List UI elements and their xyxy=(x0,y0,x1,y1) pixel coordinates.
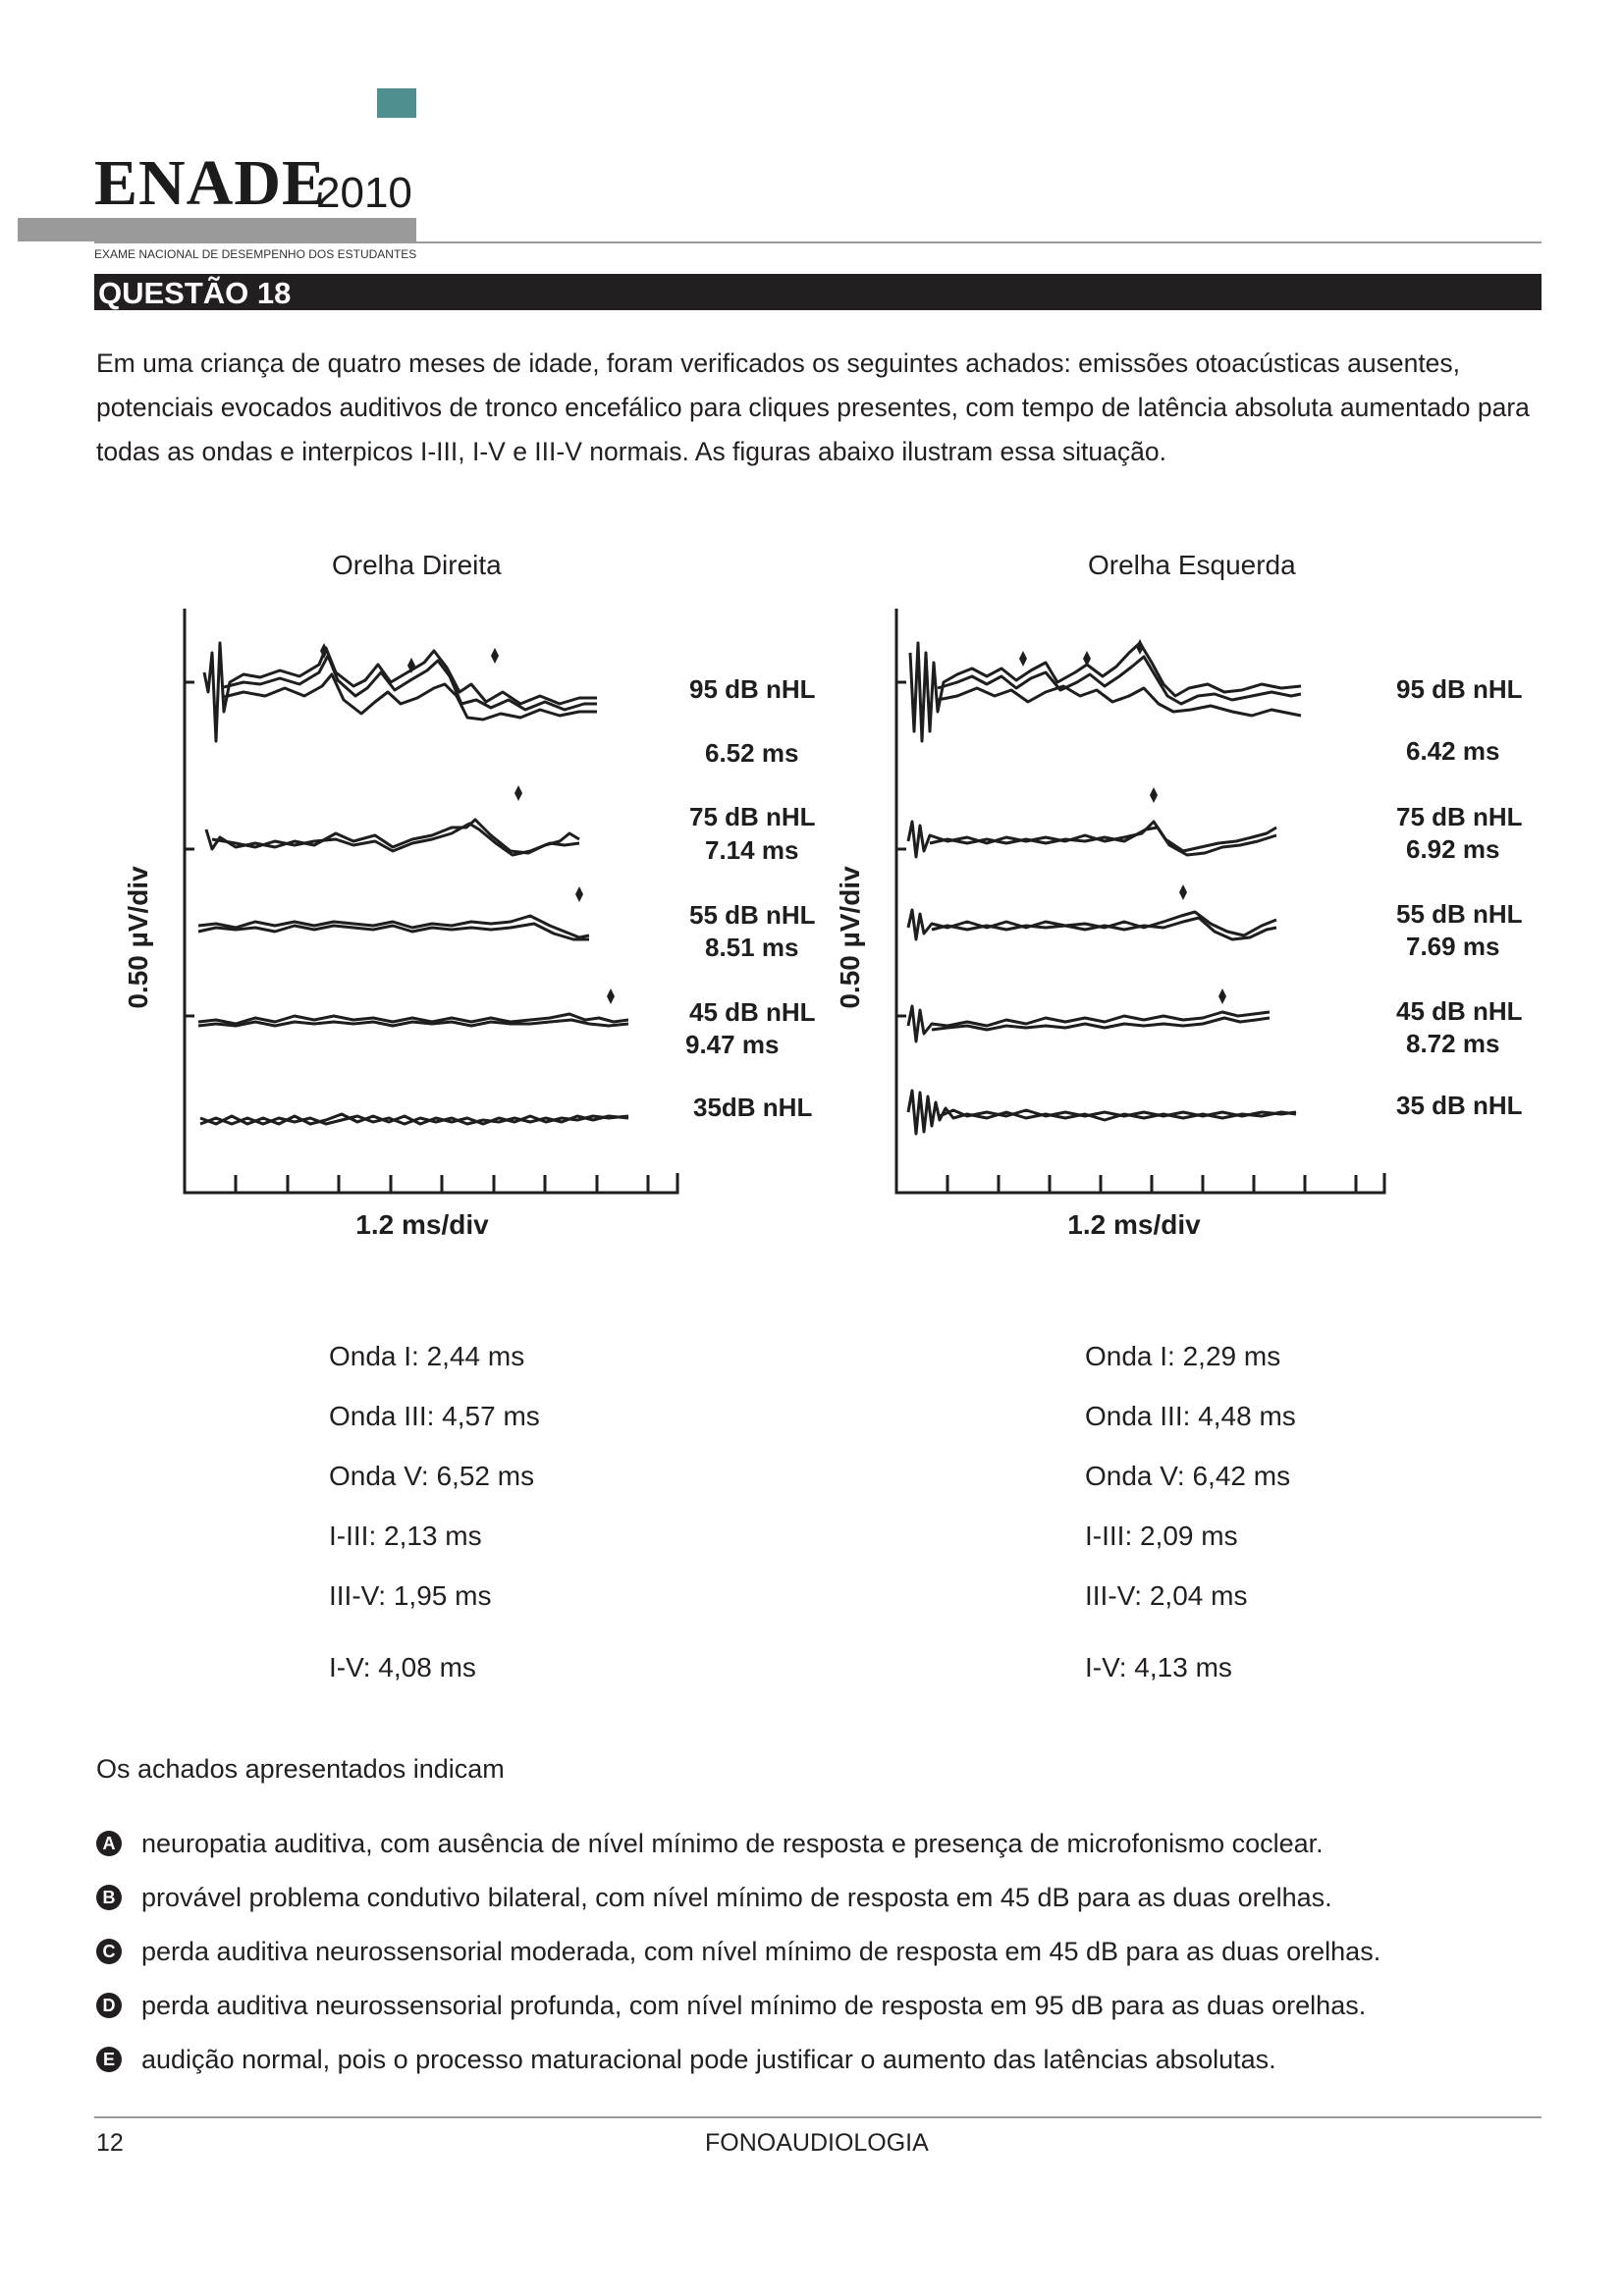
brand-title: ENADE xyxy=(94,147,327,219)
trace-latency-label: 8.51 ms xyxy=(705,933,798,962)
trace-95db xyxy=(202,641,597,743)
trace-latency-label: 7.14 ms xyxy=(705,835,798,865)
measurement-right-onda-iii: Onda III: 4,57 ms xyxy=(329,1401,540,1431)
option-text: audição normal, pois o processo maturaci… xyxy=(141,2045,1276,2074)
trace-95db xyxy=(908,639,1302,743)
measurement-right-i-iii: I-III: 2,13 ms xyxy=(329,1521,482,1551)
option-letter-badge: E xyxy=(96,2047,122,2072)
question-bar xyxy=(94,274,1542,310)
trace-latency-label: 8.72 ms xyxy=(1406,1029,1499,1058)
x-axis-ticks xyxy=(946,1175,1358,1193)
measurement-right-onda-v: Onda V: 6,52 ms xyxy=(329,1461,535,1491)
option-text: perda auditiva neurossensorial profunda,… xyxy=(141,1991,1367,2020)
trace-latency-label: 7.69 ms xyxy=(1406,932,1499,961)
wave-marker-iii xyxy=(1083,651,1091,667)
trace-level-label: 35dB nHL xyxy=(693,1093,812,1122)
brand-bar xyxy=(18,218,416,241)
y-axis-ticks xyxy=(185,680,194,1018)
wave-marker-iii xyxy=(407,658,415,673)
option-text: provável problema condutivo bilateral, c… xyxy=(141,1883,1332,1912)
wave-marker-v xyxy=(607,988,615,1004)
measurement-left-onda-iii: Onda III: 4,48 ms xyxy=(1085,1401,1296,1431)
x-axis-ticks xyxy=(234,1175,650,1193)
question-stem: Os achados apresentados indicam xyxy=(96,1754,505,1784)
figure-title-right-ear: Orelha Direita xyxy=(332,550,502,580)
option-letter-badge: A xyxy=(96,1831,122,1856)
y-axis-label: 0.50 µV/div xyxy=(835,866,865,1009)
measurement-left-i-iii: I-III: 2,09 ms xyxy=(1085,1521,1238,1551)
figure-axis xyxy=(894,609,1386,1195)
wave-marker-v xyxy=(575,886,583,902)
wave-marker-v xyxy=(1179,884,1187,900)
measurement-right-onda-i: Onda I: 2,44 ms xyxy=(329,1341,525,1371)
trace-latency-label: 6.92 ms xyxy=(1406,834,1499,864)
measurement-left-onda-v: Onda V: 6,42 ms xyxy=(1085,1461,1291,1491)
y-axis-ticks xyxy=(896,680,906,1018)
question-label: QUESTÃO 18 xyxy=(98,276,292,310)
trace-level-label: 45 dB nHL xyxy=(689,997,816,1027)
wave-marker-v xyxy=(1218,988,1226,1004)
trace-45db xyxy=(906,988,1271,1043)
trace-level-label: 95 dB nHL xyxy=(1396,674,1523,704)
x-axis-label: 1.2 ms/div xyxy=(1067,1209,1201,1240)
trace-level-label: 45 dB nHL xyxy=(1396,996,1523,1026)
abr-figure-left-ear: 0.50 µV/div 1.2 ms/div 95 dB nHL 6.42 ms… xyxy=(835,609,1523,1240)
brand-subtitle: EXAME NACIONAL DE DESEMPENHO DOS ESTUDAN… xyxy=(94,247,417,261)
wave-marker-v xyxy=(491,648,499,664)
trace-level-label: 55 dB nHL xyxy=(689,900,816,930)
option-letter-badge: C xyxy=(96,1939,122,1964)
answer-option-e[interactable]: E audição normal, pois o processo matura… xyxy=(96,2044,1276,2075)
trace-level-label: 75 dB nHL xyxy=(689,802,816,831)
brand-accent-square xyxy=(377,88,416,118)
measurement-left-iii-v: III-V: 2,04 ms xyxy=(1085,1580,1248,1611)
option-text: neuropatia auditiva, com ausência de nív… xyxy=(141,1829,1324,1858)
header-rule xyxy=(94,241,1542,243)
figure-title-left-ear: Orelha Esquerda xyxy=(1088,550,1296,580)
trace-level-label: 55 dB nHL xyxy=(1396,899,1523,929)
trace-level-label: 95 dB nHL xyxy=(689,674,816,704)
answer-option-c[interactable]: C perda auditiva neurossensorial moderad… xyxy=(96,1936,1380,1967)
wave-marker-i xyxy=(1019,651,1027,667)
trace-latency-label: 6.52 ms xyxy=(705,738,798,768)
trace-level-label: 35 dB nHL xyxy=(1396,1091,1523,1120)
trace-75db xyxy=(906,787,1277,859)
footer-course: FONOAUDIOLOGIA xyxy=(705,2129,929,2157)
trace-45db xyxy=(197,988,629,1028)
measurement-left-onda-i: Onda I: 2,29 ms xyxy=(1085,1341,1281,1371)
trace-35db xyxy=(906,1089,1297,1136)
trace-latency-label: 6.42 ms xyxy=(1406,736,1499,766)
abr-figure-right-ear: 0.50 µV/div 1.2 ms/div 95 dB nHL 6.52 ms… xyxy=(123,609,816,1240)
option-text: perda auditiva neurossensorial moderada,… xyxy=(141,1937,1381,1966)
wave-marker-v xyxy=(1150,787,1158,803)
answer-option-d[interactable]: D perda auditiva neurossensorial profund… xyxy=(96,1990,1366,2021)
footer-rule xyxy=(94,2116,1542,2118)
y-axis-label: 0.50 µV/div xyxy=(123,866,153,1009)
wave-marker-v xyxy=(1136,639,1144,655)
measurement-left-i-v: I-V: 4,13 ms xyxy=(1085,1652,1232,1682)
option-letter-badge: D xyxy=(96,1993,122,2018)
x-axis-label: 1.2 ms/div xyxy=(355,1209,489,1240)
wave-marker-i xyxy=(320,643,328,659)
measurement-right-i-v: I-V: 4,08 ms xyxy=(329,1652,476,1682)
trace-75db xyxy=(204,785,580,857)
brand-year: 2010 xyxy=(316,169,412,217)
trace-55db xyxy=(906,884,1277,941)
answer-option-b[interactable]: B provável problema condutivo bilateral,… xyxy=(96,1882,1332,1913)
wave-marker-v xyxy=(514,785,522,801)
page-number: 12 xyxy=(96,2129,124,2157)
answer-option-a[interactable]: A neuropatia auditiva, com ausência de n… xyxy=(96,1828,1324,1859)
trace-55db xyxy=(197,886,590,941)
option-letter-badge: B xyxy=(96,1885,122,1910)
trace-level-label: 75 dB nHL xyxy=(1396,802,1523,831)
trace-latency-label: 9.47 ms xyxy=(685,1030,779,1059)
question-intro: Em uma criança de quatro meses de idade,… xyxy=(96,348,1530,466)
measurement-right-iii-v: III-V: 1,95 ms xyxy=(329,1580,492,1611)
figure-axis xyxy=(183,609,679,1195)
trace-35db xyxy=(199,1112,629,1126)
